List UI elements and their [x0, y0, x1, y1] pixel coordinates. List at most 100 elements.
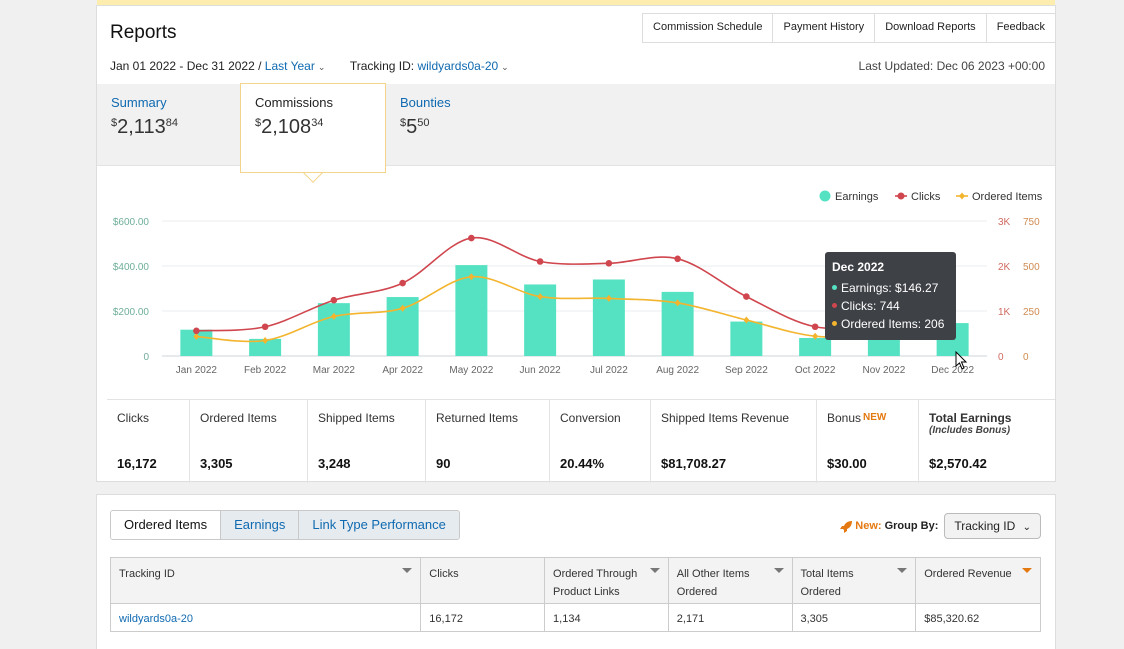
col-clicks[interactable]: Clicks — [420, 558, 544, 603]
tooltip-title: Dec 2022 — [832, 260, 885, 274]
earnings-chart: $600.00 $400.00 $200.00 0 3K 2K 1K 0 750 500 250 0 J… — [113, 190, 1043, 376]
clicks-point — [330, 296, 338, 304]
left-axis-tick: $200.00 — [113, 307, 150, 318]
chevron-down-icon: ⌄ — [317, 62, 326, 72]
ordered-items-line — [196, 275, 953, 343]
detail-tabs: Ordered Items Earnings Link Type Perform… — [110, 510, 460, 540]
legend-clicks-marker — [897, 192, 905, 200]
x-axis-label: Jul 2022 — [590, 365, 628, 376]
left-axis-tick: $400.00 — [113, 262, 150, 273]
page-title: Reports — [110, 22, 177, 43]
clicks-point — [193, 327, 200, 335]
tab-earnings[interactable]: Earnings — [220, 511, 299, 539]
clicks-axis-tick: 1K — [998, 307, 1011, 318]
sort-icon — [897, 568, 908, 573]
clicks-line — [196, 237, 953, 332]
x-axis-label: Mar 2022 — [313, 365, 356, 376]
tab-value: $2,11384 — [111, 116, 178, 138]
x-axis-label: Apr 2022 — [382, 365, 423, 376]
sort-icon — [649, 568, 660, 573]
legend-ordered-marker — [959, 192, 965, 200]
metric-shipped-revenue: Shipped Items Revenue $81,708.27 — [651, 400, 817, 483]
clicks-axis-tick: 2K — [998, 262, 1011, 273]
earnings-bar — [249, 338, 282, 356]
tab-bounties[interactable]: Bounties $550 — [386, 84, 516, 166]
col-other-items[interactable]: All Other Items Ordered — [667, 558, 792, 603]
rocket-icon — [840, 520, 853, 533]
tracking-id-dropdown[interactable]: wildyards0a-20 ⌄ — [417, 59, 508, 73]
table-header: Tracking ID Clicks Ordered Through Produ… — [111, 558, 1040, 604]
ordered-items-point — [399, 304, 406, 312]
tooltip-earnings: Earnings: $146.27 — [832, 279, 949, 297]
ordered-items-point — [537, 293, 544, 301]
ordered-items-point — [468, 273, 475, 281]
clicks-point — [811, 323, 819, 331]
tooltip-ordered: Ordered Items: 206 — [832, 315, 949, 333]
tab-ordered-items[interactable]: Ordered Items — [111, 511, 221, 539]
group-by: New: Group By: Tracking ID ⌄ — [840, 513, 1041, 539]
reports-card: Reports Commission Schedule Payment Hist… — [96, 5, 1056, 483]
sort-icon — [773, 568, 784, 573]
metrics-row: Clicks 16,172 Ordered Items 3,305 Shipped … — [107, 399, 1055, 483]
metric-total-earnings: Total Earnings (Includes Bonus) $2,570.4… — [929, 411, 1012, 471]
x-axis-label: Dec 2022 — [931, 365, 974, 376]
ordered-items-point — [193, 333, 200, 341]
tab-value: $550 — [400, 116, 430, 138]
metric-ordered-items: Ordered Items 3,305 — [190, 400, 308, 483]
new-label: New: — [855, 520, 882, 532]
last-updated: Last Updated: Dec 06 2023 +00:00 — [858, 59, 1045, 73]
feedback-button[interactable]: Feedback — [985, 14, 1055, 42]
tracking-id-link[interactable]: wildyards0a-20 — [119, 613, 193, 625]
mouse-cursor-icon — [955, 351, 968, 370]
x-axis-label: Oct 2022 — [795, 365, 836, 376]
table-cell: $85,320.62 — [915, 604, 1040, 631]
x-axis-label: Jan 2022 — [176, 365, 218, 376]
x-axis-label: May 2022 — [449, 365, 493, 376]
clicks-point — [261, 323, 269, 331]
legend-label: Clicks — [911, 191, 941, 203]
sort-icon — [1021, 568, 1032, 573]
col-ordered-through[interactable]: Ordered Through Product Links — [544, 558, 668, 603]
chevron-down-icon: ⌄ — [1022, 522, 1031, 533]
download-reports-button[interactable]: Download Reports — [874, 14, 986, 42]
clicks-point — [605, 260, 613, 267]
tab-summary[interactable]: Summary $2,11384 — [97, 84, 239, 166]
table-cell: 1,134 — [544, 604, 668, 631]
legend-label: Earnings — [835, 191, 879, 203]
tooltip-clicks: Clicks: 744 — [832, 297, 949, 315]
tab-label: Summary — [111, 95, 167, 110]
legend-label: Ordered Items — [972, 191, 1043, 203]
period-dropdown[interactable]: Last Year ⌄ — [265, 59, 326, 73]
ordered-axis-tick: 250 — [1023, 307, 1040, 318]
x-axis-label: Jun 2022 — [520, 365, 562, 376]
earnings-bar — [799, 338, 832, 356]
tab-label: Bounties — [400, 95, 451, 110]
x-axis-label: Nov 2022 — [862, 365, 905, 376]
col-total-items[interactable]: Total Items Ordered — [791, 558, 916, 603]
filter-row: Jan 01 2022 - Dec 31 2022 / Last Year ⌄ T… — [110, 59, 509, 73]
commission-schedule-button[interactable]: Commission Schedule — [653, 21, 763, 33]
col-tracking-id[interactable]: Tracking ID — [111, 558, 420, 603]
ordered-items-point — [605, 294, 612, 302]
left-axis-tick: $600.00 — [113, 217, 150, 228]
tab-value: $2,10834 — [255, 116, 324, 138]
x-axis-label: Aug 2022 — [656, 365, 699, 376]
metric-clicks: Clicks 16,172 — [107, 400, 190, 483]
ordered-items-point — [330, 312, 337, 320]
payment-history-button[interactable]: Payment History — [772, 14, 874, 42]
date-range: Jan 01 2022 - Dec 31 2022 / — [110, 59, 262, 73]
ordered-axis-tick: 0 — [1023, 352, 1029, 363]
sort-icon — [402, 568, 413, 573]
left-axis-tick: 0 — [143, 352, 149, 363]
chart-tooltip: Dec 2022 Earnings: $146.27 Clicks: 744 O… — [825, 252, 956, 340]
tab-commissions[interactable]: Commissions $2,10834 — [240, 83, 386, 170]
table-row: wildyards0a-20 16,172 1,134 2,171 3,305 … — [111, 604, 1040, 631]
details-card: Ordered Items Earnings Link Type Perform… — [96, 494, 1056, 649]
x-axis-label: Sep 2022 — [725, 365, 768, 376]
clicks-point — [743, 293, 750, 300]
tab-link-type-performance[interactable]: Link Type Performance — [298, 511, 459, 539]
col-ordered-revenue[interactable]: Ordered Revenue — [915, 558, 1040, 603]
metric-conversion: Conversion 20.44% — [550, 400, 651, 483]
clicks-point — [399, 279, 406, 287]
group-by-select[interactable]: Tracking ID ⌄ — [944, 513, 1041, 539]
